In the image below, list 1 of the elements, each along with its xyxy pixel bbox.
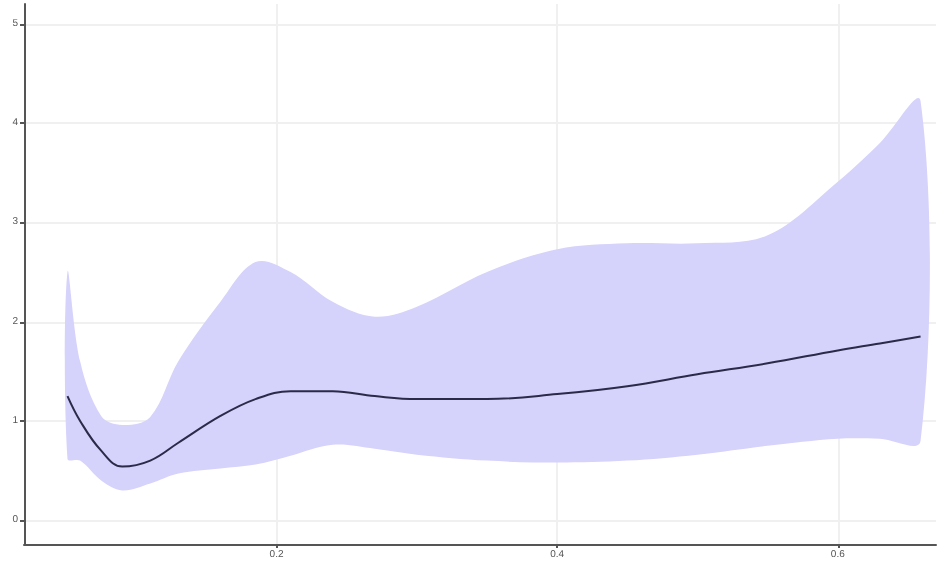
line-series — [66, 335, 922, 468]
